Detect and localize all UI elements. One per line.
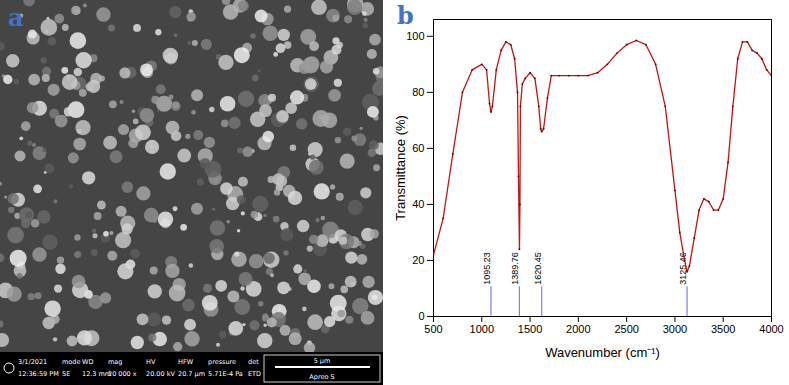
svg-text:5.71E-4 Pa: 5.71E-4 Pa <box>208 370 243 378</box>
svg-text:500: 500 <box>424 323 442 335</box>
svg-text:1000: 1000 <box>470 323 494 335</box>
svg-text:12.3 mm: 12.3 mm <box>82 370 111 378</box>
svg-text:mode: mode <box>62 358 80 366</box>
svg-text:pressure: pressure <box>208 358 236 366</box>
svg-text:20 000 x: 20 000 x <box>108 370 137 378</box>
svg-text:0: 0 <box>418 310 424 322</box>
svg-text:3125.46: 3125.46 <box>677 252 688 285</box>
svg-text:3500: 3500 <box>711 323 735 335</box>
svg-text:Transmittance (%): Transmittance (%) <box>393 115 408 221</box>
svg-text:20.7 µm: 20.7 µm <box>178 370 205 378</box>
svg-text:ETD: ETD <box>248 370 261 378</box>
svg-text:60: 60 <box>412 142 424 154</box>
svg-text:2500: 2500 <box>614 323 638 335</box>
svg-text:3000: 3000 <box>663 323 687 335</box>
svg-text:SE: SE <box>62 370 70 378</box>
svg-text:80: 80 <box>412 86 424 98</box>
svg-text:det: det <box>248 358 259 366</box>
svg-text:1620.45: 1620.45 <box>533 252 543 285</box>
svg-text:WD: WD <box>82 358 93 366</box>
svg-text:4000: 4000 <box>759 323 783 335</box>
svg-text:2000: 2000 <box>566 323 590 335</box>
html-text:b: b <box>397 1 414 30</box>
svg-text:12:36:59 PM: 12:36:59 PM <box>18 370 59 378</box>
svg-text:1500: 1500 <box>518 323 542 335</box>
svg-text:Wavenumber (cm⁻¹): Wavenumber (cm⁻¹) <box>545 345 660 360</box>
svg-text:100: 100 <box>406 30 424 42</box>
svg-text:20: 20 <box>412 254 424 266</box>
svg-text:3/1/2021: 3/1/2021 <box>18 358 47 366</box>
svg-text:40: 40 <box>412 198 424 210</box>
svg-text:5 µm: 5 µm <box>314 357 331 365</box>
svg-text:20.00 kV: 20.00 kV <box>146 370 175 378</box>
svg-text:mag: mag <box>108 358 122 366</box>
html-text:a: a <box>8 3 24 32</box>
svg-text:HFW: HFW <box>178 358 194 366</box>
svg-text:Apreo S: Apreo S <box>309 373 334 381</box>
svg-text:HV: HV <box>146 358 156 366</box>
svg-text:1389.76: 1389.76 <box>510 252 520 285</box>
svg-text:1095.23: 1095.23 <box>482 252 492 285</box>
